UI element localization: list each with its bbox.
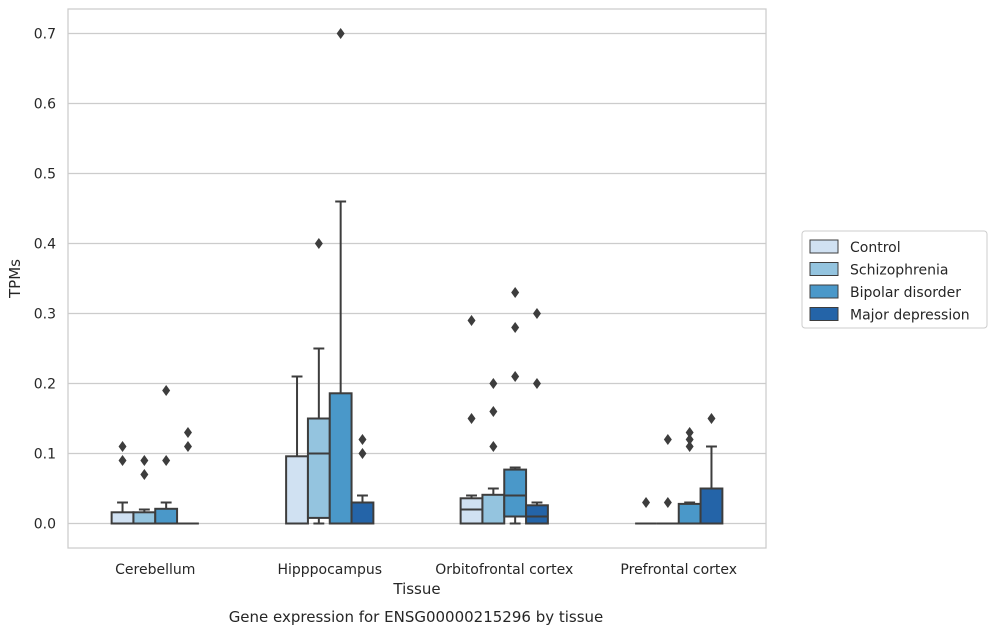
x-tick-labels: Cerebellum Hipppocampus Orbitofrontal cort… bbox=[115, 562, 737, 578]
outlier-point bbox=[642, 497, 651, 508]
box-iqr bbox=[132, 511, 157, 525]
box-bipolar-disorder bbox=[677, 427, 702, 525]
box-iqr bbox=[306, 417, 331, 519]
outlier-point bbox=[336, 28, 345, 39]
box-iqr bbox=[328, 392, 353, 525]
outlier-point bbox=[532, 308, 541, 319]
outlier-point bbox=[663, 434, 672, 445]
outlier-point bbox=[532, 378, 541, 389]
outlier-point bbox=[162, 385, 171, 396]
box-bipolar-disorder bbox=[328, 28, 353, 525]
grid-lines bbox=[68, 32, 766, 525]
box-control bbox=[110, 441, 135, 525]
outlier-point bbox=[140, 469, 149, 480]
box-iqr bbox=[154, 507, 179, 525]
y-tick-label: 0.3 bbox=[34, 307, 56, 323]
outlier-point bbox=[685, 441, 694, 452]
box-iqr bbox=[503, 468, 528, 518]
box-iqr bbox=[481, 493, 506, 525]
box-schizophrenia bbox=[656, 434, 679, 525]
y-tick-label: 0.0 bbox=[34, 517, 56, 533]
y-tick-labels: 0.0 0.1 0.2 0.3 0.4 0.5 0.6 0.7 bbox=[34, 27, 56, 533]
box-control bbox=[635, 497, 657, 525]
y-tick-label: 0.7 bbox=[34, 27, 56, 43]
legend-frame bbox=[801, 230, 988, 329]
legend-swatch bbox=[809, 284, 839, 299]
plot-area-frame bbox=[67, 8, 767, 549]
box-iqr bbox=[677, 502, 702, 525]
outlier-point bbox=[467, 315, 476, 326]
box-bipolar-disorder bbox=[154, 385, 179, 525]
outlier-point bbox=[511, 287, 520, 298]
box-iqr bbox=[350, 501, 375, 525]
box-major-depression bbox=[525, 308, 549, 525]
legend-label: Bipolar disorder bbox=[850, 285, 961, 301]
outlier-point bbox=[489, 406, 498, 417]
outlier-point bbox=[489, 378, 498, 389]
x-axis-label: Tissue bbox=[392, 580, 440, 598]
outlier-point bbox=[358, 448, 367, 459]
y-tick-label: 0.4 bbox=[34, 237, 56, 253]
outlier-point bbox=[314, 238, 323, 249]
legend-label: Control bbox=[850, 240, 901, 256]
y-axis-label: TPMs bbox=[6, 259, 24, 299]
box-groups bbox=[110, 28, 724, 525]
legend-item: Bipolar disorder bbox=[809, 284, 961, 301]
legend-swatch bbox=[809, 262, 839, 276]
outlier-point bbox=[118, 441, 127, 452]
outlier-point bbox=[707, 413, 716, 424]
outlier-point bbox=[358, 434, 367, 445]
x-tick-label: Cerebellum bbox=[115, 562, 195, 578]
y-tick-label: 0.6 bbox=[34, 97, 56, 113]
legend-item: Schizophrenia bbox=[809, 262, 948, 279]
outlier-point bbox=[511, 322, 520, 333]
outlier-point bbox=[685, 427, 694, 438]
box-schizophrenia bbox=[132, 455, 157, 525]
legend-item: Control bbox=[809, 239, 901, 256]
outlier-point bbox=[663, 497, 672, 508]
box-iqr bbox=[285, 455, 309, 525]
outlier-point bbox=[183, 427, 192, 438]
outlier-point bbox=[685, 434, 694, 445]
box-schizophrenia bbox=[481, 378, 506, 525]
y-tick-label: 0.2 bbox=[34, 377, 56, 393]
box-iqr bbox=[459, 497, 484, 525]
x-tick-label: Orbitofrontal cortex bbox=[435, 562, 573, 578]
legend-swatch bbox=[809, 239, 839, 254]
outlier-point bbox=[489, 441, 498, 452]
legend-label: Schizophrenia bbox=[850, 263, 948, 279]
outlier-point bbox=[467, 413, 476, 424]
y-tick-label: 0.5 bbox=[34, 167, 56, 183]
box-schizophrenia bbox=[306, 238, 331, 525]
outlier-point bbox=[140, 455, 149, 466]
box-iqr bbox=[110, 511, 135, 525]
box-major-depression bbox=[177, 427, 199, 525]
outlier-point bbox=[118, 455, 127, 466]
legend: Control Schizophrenia Bipolar disorder Majo… bbox=[801, 230, 988, 329]
x-tick-label: Hipppocampus bbox=[277, 562, 382, 578]
box-major-depression bbox=[699, 413, 724, 525]
box-major-depression bbox=[350, 434, 375, 525]
outlier-point bbox=[162, 455, 171, 466]
x-tick-label: Prefrontal cortex bbox=[620, 562, 737, 578]
outlier-point bbox=[183, 441, 192, 452]
chart-caption: Gene expression for ENSG00000215296 by t… bbox=[229, 608, 604, 626]
box-iqr bbox=[699, 487, 724, 525]
legend-label: Major depression bbox=[850, 308, 970, 324]
box-bipolar-disorder bbox=[503, 287, 528, 525]
legend-item: Major depression bbox=[809, 307, 970, 324]
box-control bbox=[285, 375, 309, 525]
legend-swatch bbox=[809, 307, 839, 321]
outlier-point bbox=[511, 371, 520, 382]
box-control bbox=[459, 315, 484, 525]
box-iqr bbox=[525, 504, 549, 525]
y-tick-label: 0.1 bbox=[34, 447, 56, 463]
